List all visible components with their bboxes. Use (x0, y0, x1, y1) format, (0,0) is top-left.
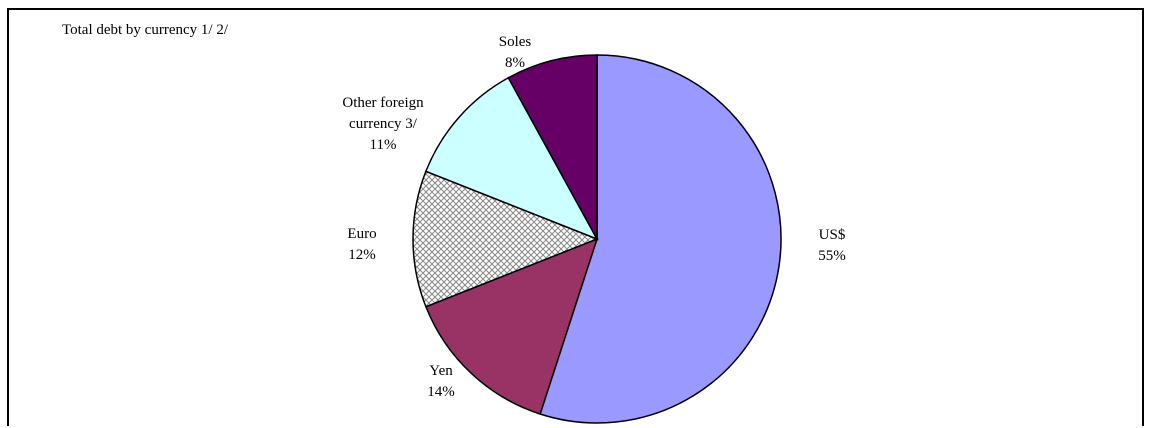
slice-label-soles-value: 8% (504, 55, 525, 71)
pie-slice-other (424, 76, 599, 241)
slice-label-other-name-line2: currency 3/ (349, 116, 417, 132)
slice-label-usd-name: US$ (818, 227, 846, 243)
slice-label-euro-value: 12% (348, 247, 376, 263)
slice-label-other: Other foreign currency 3/ 11% (342, 93, 423, 156)
slice-label-euro-name: Euro (347, 226, 377, 242)
pie-slices (412, 54, 782, 424)
slice-label-euro: Euro 12% (347, 224, 376, 266)
slice-label-usd-value: 55% (818, 248, 846, 264)
pie-slice-usd (539, 54, 782, 424)
slice-label-soles: Soles 8% (499, 32, 532, 74)
slice-label-usd: US$ 55% (818, 225, 846, 267)
slice-label-yen: Yen 14% (427, 361, 455, 403)
slice-label-other-name-line1: Other foreign (342, 95, 424, 111)
slice-label-yen-value: 14% (427, 384, 455, 400)
pie-slice-yen (424, 237, 599, 415)
slice-label-other-value: 11% (369, 137, 397, 153)
slice-label-yen-name: Yen (429, 363, 453, 379)
pie-slice-euro (412, 170, 600, 308)
chart-title: Total debt by currency 1/ 2/ (62, 22, 228, 38)
chart-frame (7, 8, 1144, 426)
pie-slice-soles (507, 54, 598, 240)
slice-label-soles-name: Soles (498, 34, 532, 50)
